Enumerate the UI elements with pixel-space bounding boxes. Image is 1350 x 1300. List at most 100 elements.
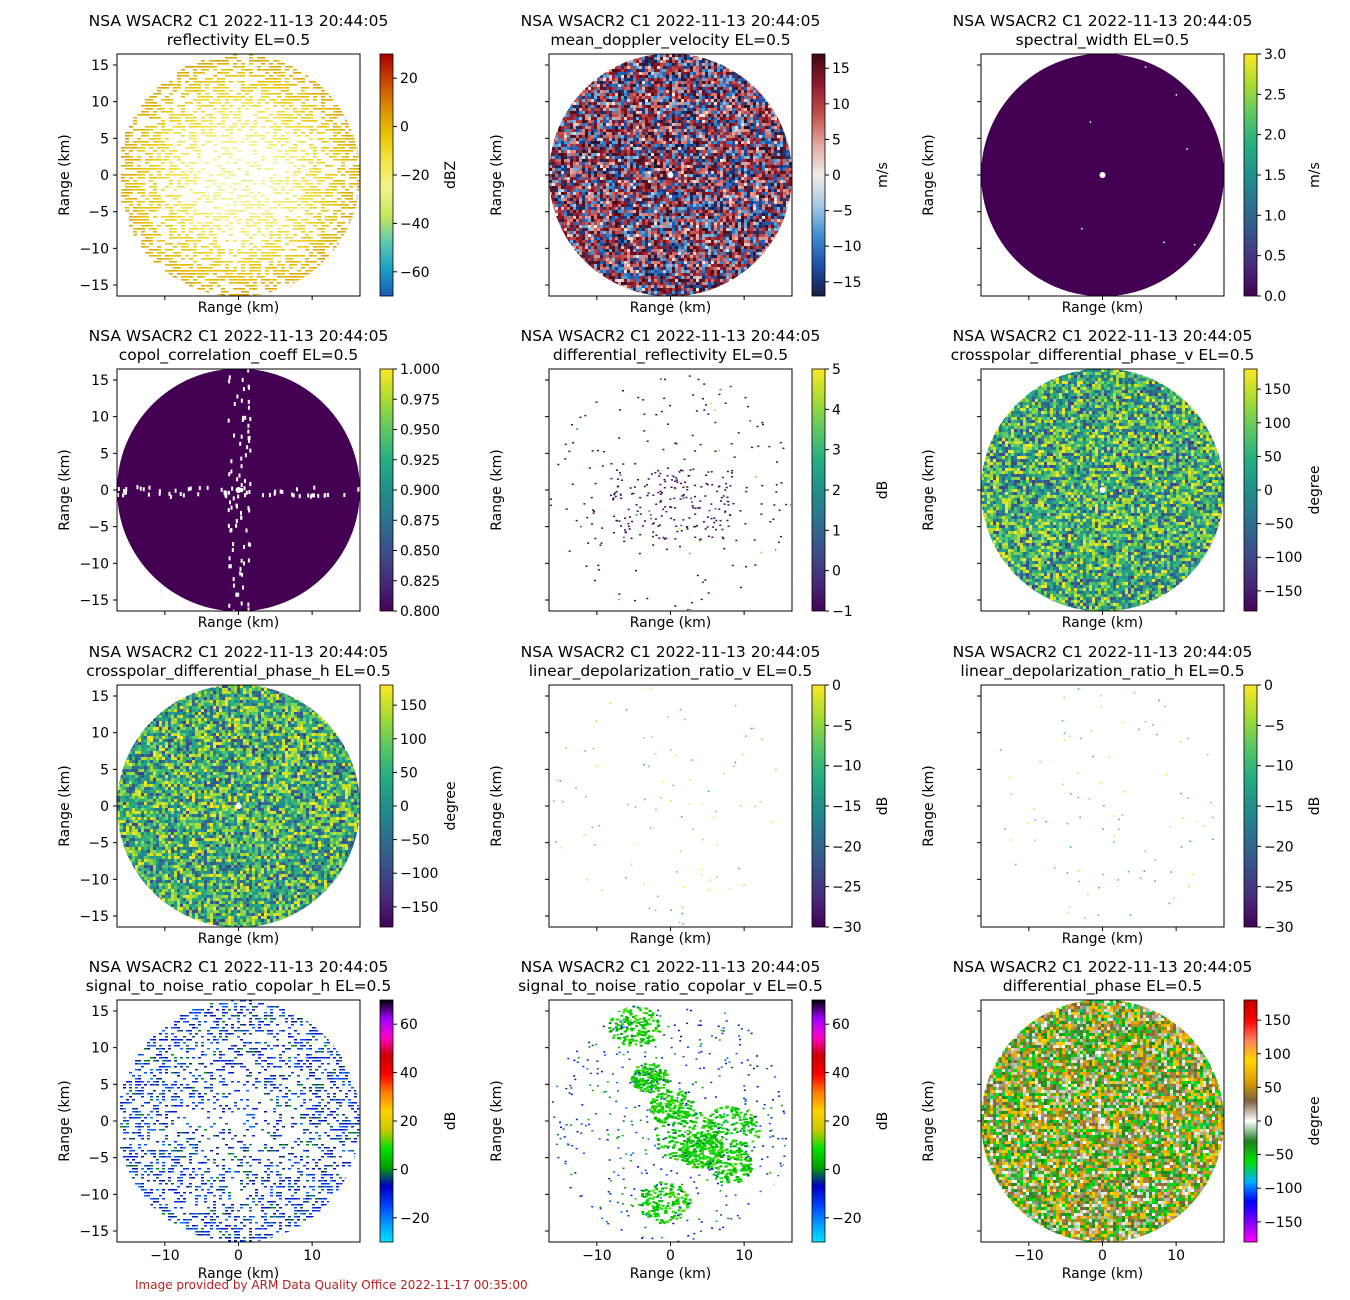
radar-cell (747, 153, 750, 156)
radar-cell (609, 123, 612, 126)
radar-cell (309, 243, 313, 245)
radar-cell (687, 57, 690, 60)
radar-cell (305, 222, 309, 224)
radar-cell (780, 120, 783, 123)
radar-cell (281, 87, 285, 89)
radar-cell (660, 117, 663, 120)
radar-cell (257, 267, 261, 269)
radar-cell (621, 162, 624, 165)
radar-cell (756, 171, 759, 174)
radar-cell (750, 132, 753, 135)
radar-cell (165, 174, 169, 176)
radar-cell (197, 84, 201, 86)
radar-cell (169, 243, 173, 245)
radar-cell (774, 177, 777, 180)
radar-cell (654, 123, 657, 126)
radar-cell (261, 258, 265, 260)
radar-cell (639, 120, 642, 123)
radar-cell (783, 159, 786, 162)
radar-cell (747, 138, 750, 141)
radar-cell (663, 177, 666, 180)
radar-cell (253, 105, 257, 107)
radar-cell (762, 123, 765, 126)
radar-cell (333, 105, 337, 107)
radar-cell (630, 132, 633, 135)
radar-cell (321, 255, 325, 257)
radar-cell (145, 153, 149, 155)
radar-cell (618, 168, 621, 171)
radar-cell (642, 123, 645, 126)
radar-cell (309, 111, 313, 113)
radar-cell (129, 147, 133, 149)
radar-cell (567, 111, 570, 114)
colorbar-tick-label: 20 (400, 71, 418, 87)
radar-cell (687, 114, 690, 117)
radar-cell (771, 147, 774, 150)
radar-cell (205, 237, 209, 239)
radar-cell (241, 141, 245, 143)
radar-cell (145, 252, 149, 254)
radar-cell (225, 240, 229, 242)
radar-cell (249, 270, 253, 272)
radar-cell (687, 60, 690, 63)
radar-cell (209, 102, 213, 104)
radar-cell (552, 183, 555, 186)
radar-cell (185, 273, 189, 275)
radar-cell (564, 111, 567, 114)
radar-cell (753, 147, 756, 150)
radar-cell (281, 135, 285, 137)
radar-cell (205, 99, 209, 101)
radar-cell (666, 63, 669, 66)
radar-cell (189, 240, 193, 242)
radar-cell (585, 180, 588, 183)
radar-cell (636, 90, 639, 93)
radar-cell (249, 105, 253, 107)
radar-cell (241, 240, 245, 242)
radar-cell (169, 99, 173, 101)
radar-cell (241, 81, 245, 83)
radar-cell (675, 162, 678, 165)
radar-cell (756, 174, 759, 177)
radar-cell (723, 105, 726, 108)
radar-cell (744, 159, 747, 162)
radar-cell (669, 90, 672, 93)
radar-cell (690, 72, 693, 75)
radar-cell (253, 261, 257, 263)
radar-cell (693, 132, 696, 135)
radar-cell (762, 147, 765, 150)
radar-cell (672, 141, 675, 144)
radar-cell (297, 183, 301, 185)
radar-cell (169, 111, 173, 113)
radar-cell (333, 240, 337, 242)
radar-cell (612, 87, 615, 90)
radar-cell (642, 75, 645, 78)
radar-cell (229, 213, 233, 215)
radar-cell (205, 252, 209, 254)
radar-cell (576, 144, 579, 147)
radar-cell (747, 123, 750, 126)
radar-cell (181, 93, 185, 95)
radar-cell (333, 234, 337, 236)
radar-cell (615, 165, 618, 168)
radar-cell (197, 66, 201, 68)
radar-cell (657, 99, 660, 102)
radar-cell (627, 180, 630, 183)
radar-cell (684, 129, 687, 132)
radar-cell (125, 180, 129, 182)
radar-cell (253, 255, 257, 257)
radar-cell (780, 171, 783, 174)
radar-cell (774, 117, 777, 120)
radar-cell (305, 87, 309, 89)
radar-cell (708, 111, 711, 114)
radar-cell (603, 75, 606, 78)
radar-cell (233, 174, 237, 176)
radar-cell (253, 153, 257, 155)
radar-cell (702, 84, 705, 87)
radar-cell (345, 135, 349, 137)
radar-cell (337, 105, 341, 107)
radar-cell (579, 117, 582, 120)
radar-cell (636, 93, 639, 96)
radar-cell (702, 141, 705, 144)
radar-cell (585, 111, 588, 114)
radar-cell (301, 132, 305, 134)
